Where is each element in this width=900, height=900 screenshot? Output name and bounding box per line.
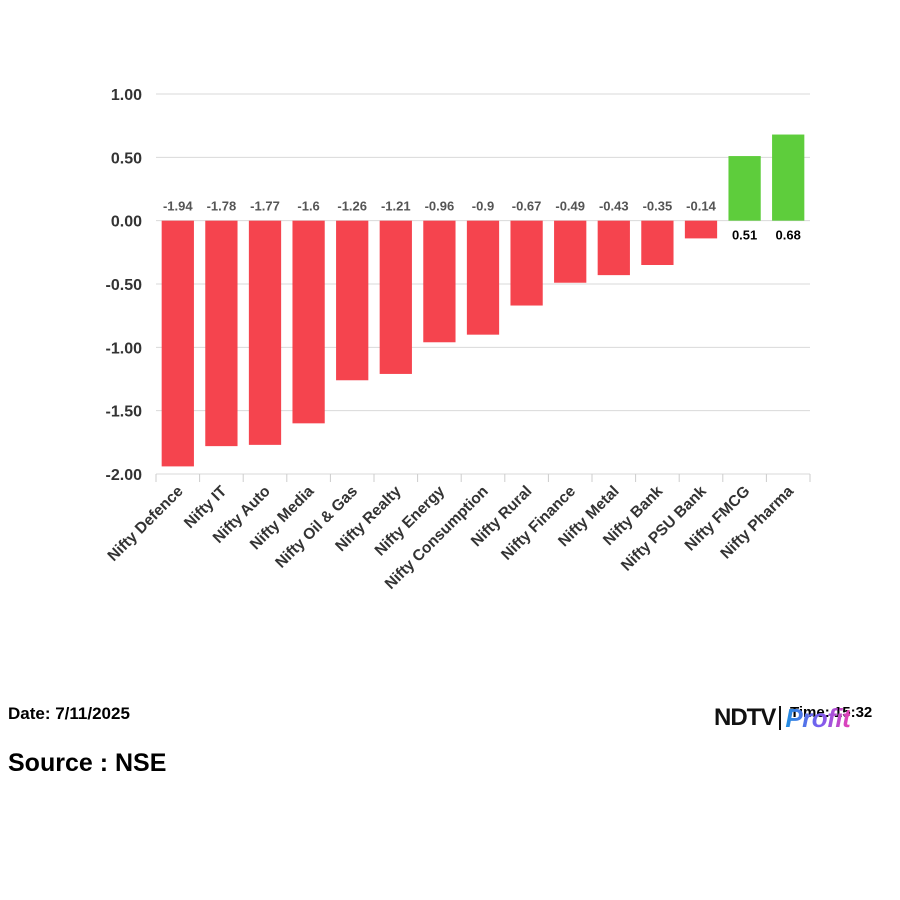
y-tick-label: -0.50 [106,277,143,294]
data-label: -0.14 [686,199,716,214]
data-label: -0.49 [555,199,585,214]
date-label: Date: 7/11/2025 [8,704,130,723]
data-labels: -1.94 -1.78 -1.77 -1.6 -1.26 -1.21 -0.96 -0.9 -0… [163,199,801,243]
data-label: -1.77 [250,199,280,214]
data-label: -0.35 [643,199,673,214]
logo-ndtv-text: NDTV [714,704,776,731]
bar-nifty-rural [510,220,543,306]
y-tick-label: -2.00 [106,467,143,484]
bar-nifty-finance [554,220,587,283]
bar-nifty-bank [641,220,674,265]
data-label: -1.6 [297,199,319,214]
bar-nifty-metal [597,220,630,276]
data-label: -1.21 [381,199,411,214]
bar-nifty-realty [379,220,412,374]
bar-nifty-pharma [772,134,805,221]
data-label: 0.51 [732,228,757,243]
bar-nifty-media [292,220,325,424]
bar-nifty-auto [248,220,282,445]
bar-nifty-oil-gas [336,220,369,381]
data-label: -0.96 [425,199,455,214]
bar-nifty-defence [161,220,194,467]
x-tick-label: Nifty Defence [105,483,187,565]
logo-divider [779,706,782,730]
data-label: -0.43 [599,199,629,214]
data-label: -1.26 [337,199,367,214]
y-axis: 1.00 0.50 0.00 -0.50 -1.00 -1.50 -2.00 [106,87,143,484]
logo-profit-text: Profit [785,702,851,733]
data-label: -0.9 [472,199,494,214]
y-tick-label: 1.00 [111,87,142,104]
y-tick-label: 0.50 [111,150,142,167]
bar-nifty-it [205,220,238,447]
data-label: -1.78 [207,199,237,214]
bars [161,134,805,467]
y-tick-label: 0.00 [111,214,142,231]
time-label: Time: 15:32 [790,704,873,721]
y-tick-label: -1.50 [106,404,143,421]
bar-nifty-energy [423,220,456,343]
bar-nifty-psu-bank [684,220,718,239]
y-tick-label: -1.00 [106,340,143,357]
bar-nifty-fmcg [728,156,761,221]
data-label: -0.67 [512,199,542,214]
data-label: -1.94 [163,199,193,214]
sector-bar-chart: 1.000.500.00-0.50-1.00-1.50-2.00 -1.94 -1… [105,87,811,593]
source-label: Source : NSE [8,749,167,777]
ndtv-profit-logo: NDTV Profit [714,702,851,734]
data-label: 0.68 [776,228,801,243]
bar-nifty-consumption [466,220,500,335]
